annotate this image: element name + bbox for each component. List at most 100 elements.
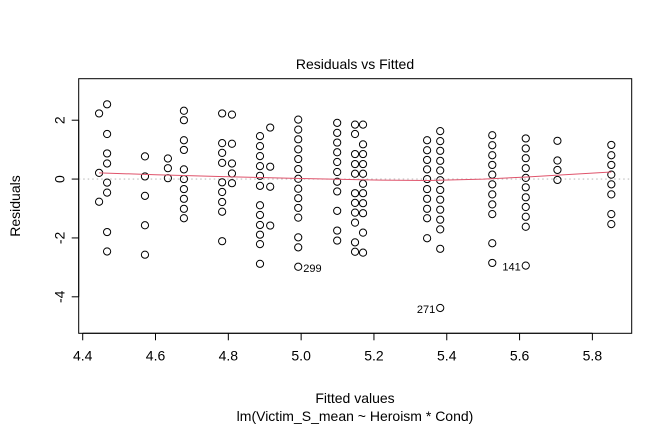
data-point — [350, 247, 360, 256]
data-point — [218, 237, 227, 246]
outlier-label: 299 — [303, 263, 321, 275]
data-point — [358, 120, 368, 129]
data-point — [488, 151, 497, 160]
data-point — [436, 215, 445, 224]
data-point — [218, 197, 227, 207]
data-point — [607, 140, 616, 150]
data-point — [436, 156, 445, 165]
data-point — [255, 142, 265, 151]
data-point — [294, 262, 303, 271]
data-point — [553, 175, 562, 185]
data-point — [350, 159, 360, 169]
data-point — [294, 115, 303, 124]
data-point — [358, 209, 368, 218]
data-point — [255, 220, 265, 230]
data-point — [255, 181, 265, 190]
data-point — [294, 203, 303, 213]
data-point — [179, 165, 189, 174]
data-point — [333, 157, 342, 167]
data-point — [333, 177, 342, 186]
data-point — [179, 136, 189, 145]
data-point — [218, 207, 227, 216]
data-point — [521, 144, 530, 153]
data-point — [358, 248, 368, 257]
data-point — [227, 159, 237, 168]
data-point — [140, 152, 150, 161]
data-point — [488, 209, 497, 219]
data-point — [227, 169, 237, 178]
data-point — [350, 238, 360, 247]
data-point — [179, 145, 189, 155]
data-point — [294, 184, 303, 193]
data-point — [436, 126, 445, 136]
data-point — [350, 218, 360, 227]
x-tick-label: 5.8 — [583, 347, 603, 363]
data-point — [553, 156, 562, 165]
x-tick-label: 5.4 — [437, 347, 457, 363]
outlier-label: 141 — [502, 262, 520, 274]
data-point — [255, 131, 265, 141]
data-point — [266, 221, 275, 230]
data-point — [423, 234, 432, 243]
data-point — [350, 149, 360, 159]
data-point — [488, 141, 497, 150]
data-point — [266, 162, 275, 171]
data-point — [553, 165, 562, 175]
data-point — [140, 221, 150, 230]
data-point — [179, 184, 189, 194]
data-point — [333, 206, 342, 215]
data-point — [333, 167, 342, 177]
data-point — [350, 120, 360, 129]
x-tick-label: 4.8 — [219, 347, 239, 363]
data-point — [358, 169, 368, 178]
y-tick-label: -2 — [52, 231, 68, 244]
data-point — [423, 146, 432, 155]
data-point — [423, 165, 432, 174]
x-tick-label: 4.4 — [73, 347, 93, 363]
data-point — [227, 110, 237, 119]
data-point — [488, 160, 497, 170]
data-point — [163, 164, 172, 173]
data-point — [218, 178, 227, 187]
data-point — [436, 205, 445, 214]
chart-title: Residuals vs Fitted — [296, 56, 414, 72]
data-point — [607, 209, 616, 219]
data-point — [255, 259, 265, 268]
data-point — [218, 148, 227, 157]
y-tick-label: 2 — [52, 116, 68, 124]
data-point — [358, 179, 368, 188]
data-point — [423, 155, 432, 165]
data-point — [423, 136, 432, 145]
data-point — [521, 183, 530, 192]
data-point — [488, 131, 497, 140]
data-point — [333, 187, 342, 196]
data-point — [607, 190, 616, 199]
data-point — [294, 125, 303, 134]
data-point — [179, 194, 189, 203]
data-point — [140, 172, 150, 181]
data-point — [94, 197, 104, 206]
data-point — [255, 162, 265, 171]
data-point — [436, 303, 445, 313]
data-point — [521, 134, 530, 143]
data-point — [350, 208, 360, 217]
data-point — [294, 154, 303, 164]
data-point — [488, 239, 497, 248]
data-point — [294, 243, 303, 252]
data-point — [333, 128, 342, 137]
x-axis-sublabel: lm(Victim_S_mean ~ Heroism * Cond) — [237, 408, 474, 424]
data-point — [255, 171, 265, 180]
data-point — [218, 187, 227, 197]
data-point — [607, 170, 616, 179]
data-point — [607, 180, 616, 189]
data-point — [218, 158, 227, 167]
data-point — [350, 189, 360, 198]
data-point — [102, 188, 112, 197]
data-point — [179, 116, 189, 125]
x-axis-label: Fitted values — [315, 390, 394, 406]
data-point — [521, 154, 530, 163]
data-point — [607, 160, 616, 170]
x-tick-label: 4.6 — [146, 347, 166, 363]
data-point — [255, 240, 265, 249]
